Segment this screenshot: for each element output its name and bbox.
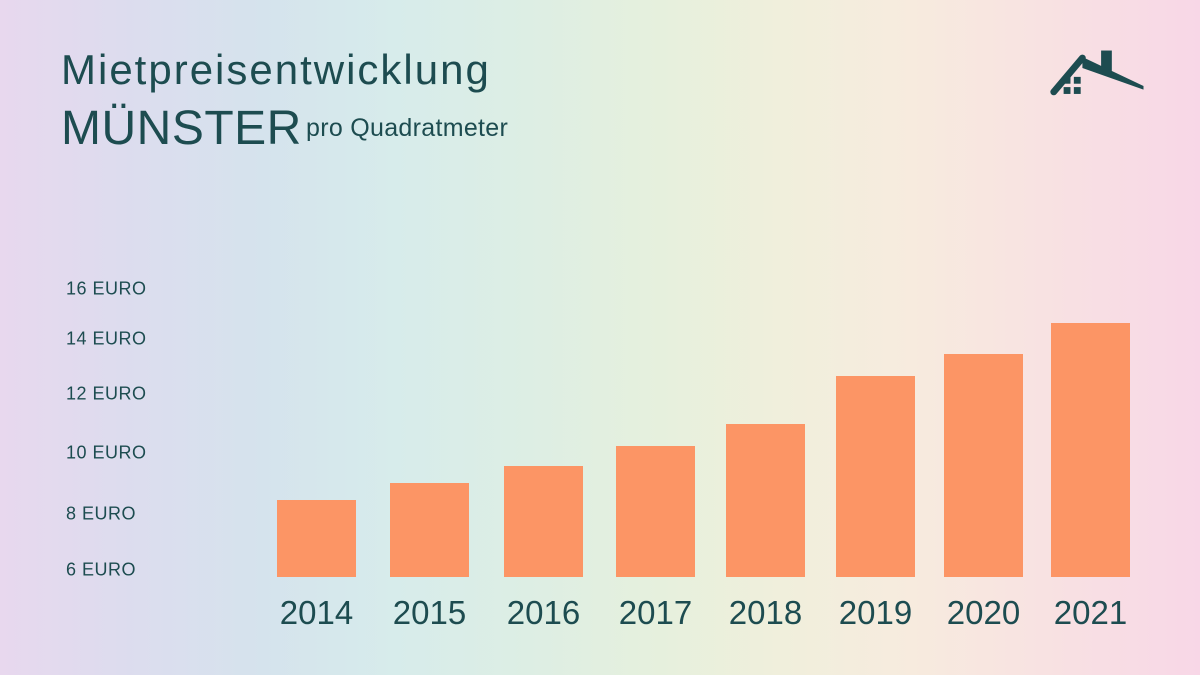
x-axis-label: 2017 [618, 594, 693, 631]
page-subtitle: pro Quadratmeter [306, 114, 509, 142]
y-axis-label: 8 EURO [66, 503, 137, 524]
page-title: Mietpreisentwicklung [61, 46, 491, 93]
window-panes-shape [1063, 76, 1081, 94]
y-axis-label: 10 EURO [66, 442, 147, 463]
y-axis-label: 14 EURO [66, 328, 147, 349]
y-axis-label: 16 EURO [66, 278, 147, 299]
bar-2019 [836, 376, 915, 577]
bar-2014 [277, 499, 356, 577]
chimney-shape [1101, 50, 1112, 71]
x-axis-label: 2020 [946, 594, 1021, 631]
y-axis-label: 6 EURO [66, 559, 137, 580]
bar-2020 [944, 353, 1023, 577]
x-axis-label: 2021 [1053, 594, 1128, 631]
x-axis-label: 2014 [279, 594, 354, 631]
y-axis-label: 12 EURO [66, 383, 147, 404]
bar-2015 [390, 482, 469, 577]
bar-2017 [616, 446, 695, 577]
roof-beam-shape [1050, 54, 1086, 96]
house-roof-icon [1050, 50, 1144, 96]
x-axis-label: 2018 [728, 594, 803, 631]
bar-2021 [1051, 322, 1130, 577]
x-axis-label: 2015 [392, 594, 467, 631]
bar-2016 [504, 466, 583, 577]
page-title-city: MÜNSTER [61, 102, 302, 155]
x-axis-label: 2016 [506, 594, 581, 631]
x-axis-label: 2019 [838, 594, 913, 631]
bar-2018 [726, 423, 805, 577]
roof-slope-shape [1082, 56, 1144, 90]
